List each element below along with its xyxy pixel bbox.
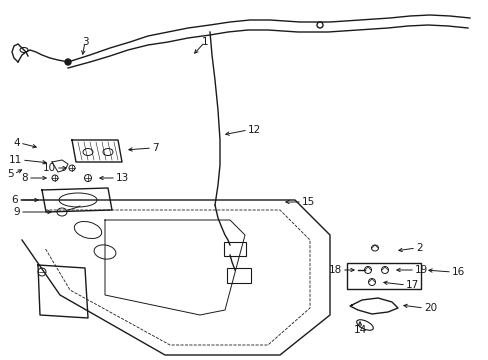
Text: 20: 20 — [423, 303, 436, 313]
Text: 1: 1 — [201, 37, 208, 47]
Text: 10: 10 — [43, 163, 56, 173]
Text: 5: 5 — [7, 169, 14, 179]
Text: 18: 18 — [328, 265, 341, 275]
Text: 11: 11 — [9, 155, 22, 165]
Text: 8: 8 — [21, 173, 28, 183]
Text: 6: 6 — [11, 195, 18, 205]
Text: 14: 14 — [353, 325, 366, 335]
Text: 3: 3 — [81, 37, 88, 47]
Text: 17: 17 — [405, 280, 418, 290]
Circle shape — [65, 59, 71, 65]
Text: 7: 7 — [152, 143, 158, 153]
Text: 16: 16 — [451, 267, 464, 277]
Text: 2: 2 — [415, 243, 422, 253]
Text: 12: 12 — [247, 125, 261, 135]
Text: 15: 15 — [302, 197, 315, 207]
Text: 4: 4 — [13, 138, 20, 148]
Text: 13: 13 — [116, 173, 129, 183]
Text: 9: 9 — [13, 207, 20, 217]
Text: 19: 19 — [414, 265, 427, 275]
